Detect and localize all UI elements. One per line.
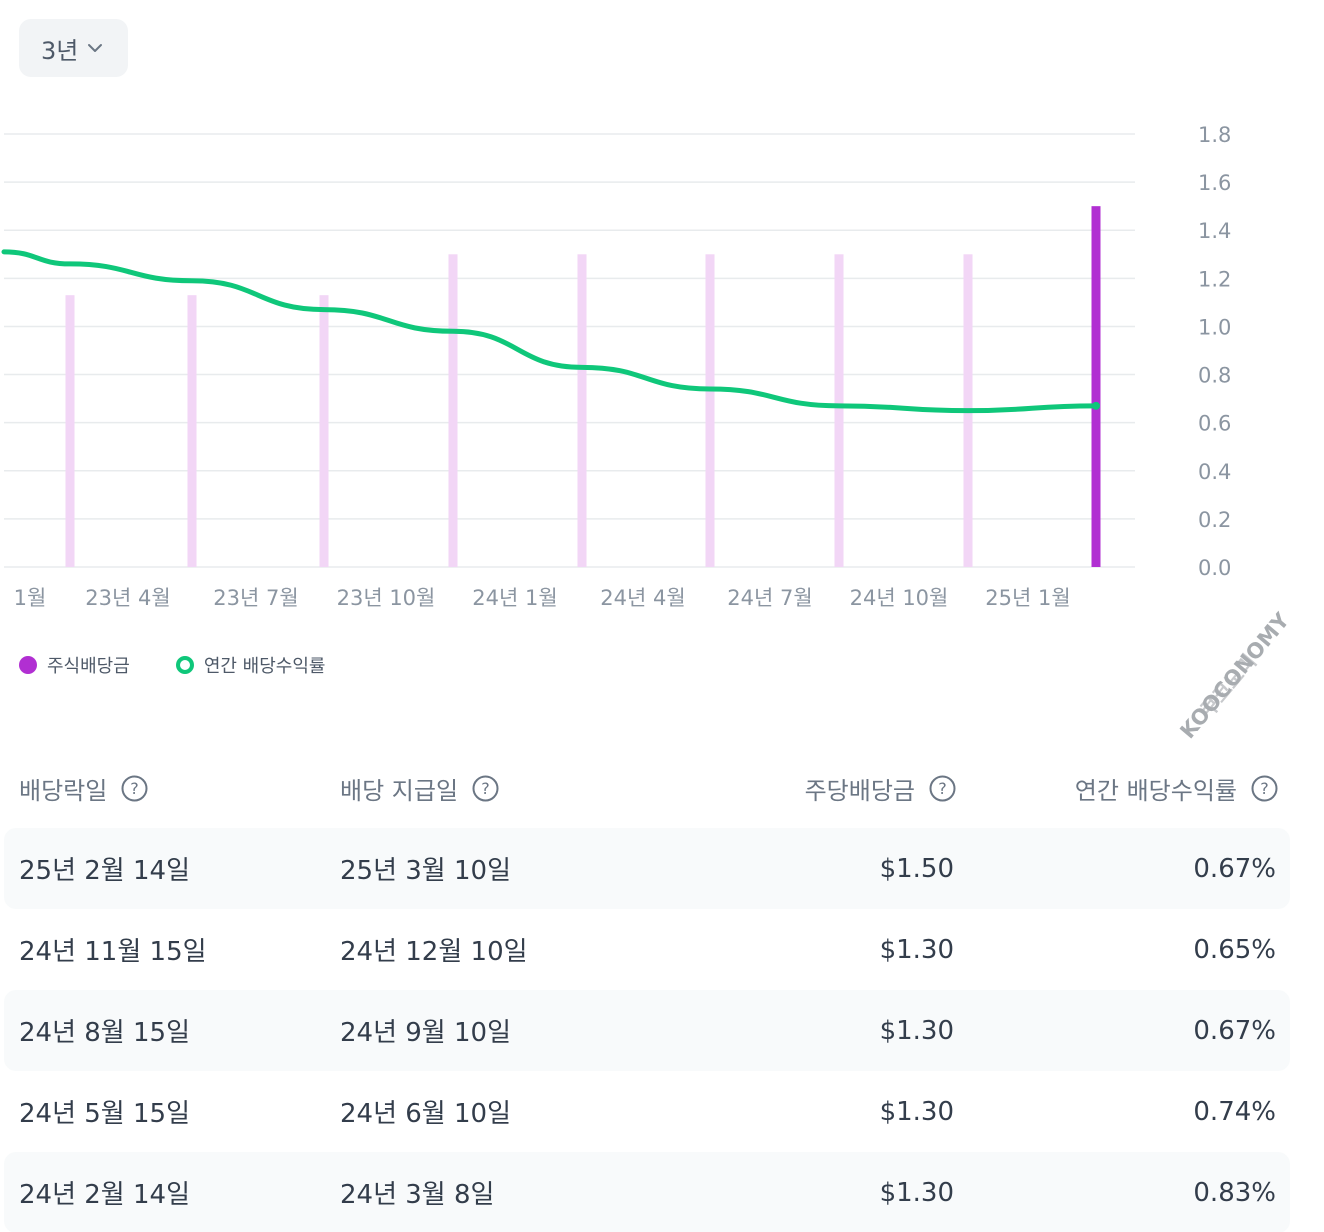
table-row[interactable]: 24년 8월 15일 24년 9월 10일 $1.30 0.67% <box>4 990 1290 1071</box>
x-tick-label: 23년 7월 <box>213 586 298 610</box>
header-amount-label: 주당배당금 <box>804 776 915 805</box>
table-row[interactable]: 24년 2월 14일 24년 3월 8일 $1.30 0.83% <box>4 1152 1290 1232</box>
help-icon[interactable]: ? <box>472 775 499 802</box>
cell-yield: 0.67% <box>1193 1015 1276 1046</box>
watermark-logo: 쿠코노미 KOOCONOMY <box>1175 608 1294 743</box>
dividend-bars <box>65 206 1101 567</box>
yield-line-end-dot <box>1092 401 1100 410</box>
header-pay-date: 배당 지급일 ? <box>340 760 499 816</box>
x-tick-label: 23년 10월 <box>337 586 436 610</box>
y-tick-label: 1.4 <box>1198 219 1231 243</box>
dividend-bar <box>705 254 715 567</box>
legend-item-yield[interactable]: 연간 배당수익률 <box>175 652 326 678</box>
cell-amount: $1.30 <box>879 934 954 965</box>
yield-line <box>1 249 1099 414</box>
dividend-chart: 1.8 1.6 1.4 1.2 1.0 0.8 0.6 0.4 0.2 0.0 1월 23년 4월 2… <box>1 123 1231 610</box>
cell-amount: $1.30 <box>879 1015 954 1046</box>
watermark-line2: KOOCONOMY <box>1175 608 1294 743</box>
period-label: 3년 <box>41 36 79 65</box>
x-tick-label: 24년 7월 <box>727 586 812 610</box>
dividend-bar <box>834 254 844 567</box>
cell-pay-date: 24년 12월 10일 <box>340 937 528 967</box>
period-dropdown[interactable]: 3년 <box>19 19 128 77</box>
x-tick-label: 24년 4월 <box>600 586 685 610</box>
help-icon[interactable]: ? <box>121 775 148 802</box>
cell-ex-date: 25년 2월 14일 <box>19 856 190 886</box>
x-tick-label: 1월 <box>14 586 47 610</box>
help-icon[interactable]: ? <box>929 775 956 802</box>
y-tick-label: 0.6 <box>1198 412 1231 436</box>
cell-amount: $1.50 <box>879 853 954 884</box>
cell-ex-date: 24년 8월 15일 <box>19 1018 190 1048</box>
cell-yield: 0.74% <box>1193 1096 1276 1127</box>
header-pay-date-label: 배당 지급일 <box>340 776 459 805</box>
dividend-bar <box>65 295 75 567</box>
cell-yield: 0.83% <box>1193 1177 1276 1208</box>
legend-dot-yield <box>175 656 194 674</box>
chevron-down-icon <box>88 44 103 52</box>
table-header: 배당락일 ? 배당 지급일 ? 주당배당금 ? 연간 배당수익률 ? <box>0 760 1324 816</box>
x-tick-label: 25년 1월 <box>985 586 1070 610</box>
table-row[interactable]: 24년 5월 15일 24년 6월 10일 $1.30 0.74% <box>4 1071 1290 1152</box>
x-tick-label: 24년 10월 <box>850 586 949 610</box>
header-amount: 주당배당금 ? <box>805 760 956 816</box>
y-tick-label: 1.6 <box>1198 171 1231 195</box>
y-tick-label: 0.4 <box>1198 460 1231 484</box>
cell-pay-date: 24년 3월 8일 <box>340 1180 495 1210</box>
cell-pay-date: 25년 3월 10일 <box>340 856 511 886</box>
y-tick-label: 1.8 <box>1198 123 1231 147</box>
help-icon[interactable]: ? <box>1251 775 1278 802</box>
watermark-line1: 쿠코노미 <box>1195 649 1261 721</box>
y-tick-label: 0.0 <box>1198 556 1231 580</box>
dividend-bar <box>448 254 458 567</box>
table-row[interactable]: 24년 11월 15일 24년 12월 10일 $1.30 0.65% <box>4 909 1290 990</box>
cell-amount: $1.30 <box>879 1096 954 1127</box>
y-tick-label: 0.8 <box>1198 364 1231 388</box>
cell-yield: 0.67% <box>1193 853 1276 884</box>
legend-item-dividend[interactable]: 주식배당금 <box>19 652 130 678</box>
dividend-bar <box>319 295 329 567</box>
legend-label-yield: 연간 배당수익률 <box>203 656 326 677</box>
x-tick-label: 23년 4월 <box>85 586 170 610</box>
header-yield: 연간 배당수익률 ? <box>1075 760 1278 816</box>
cell-yield: 0.65% <box>1193 934 1276 965</box>
header-yield-label: 연간 배당수익률 <box>1074 776 1237 805</box>
y-tick-label: 1.0 <box>1198 315 1231 339</box>
header-ex-date-label: 배당락일 <box>19 776 108 805</box>
y-axis-ticks: 1.8 1.6 1.4 1.2 1.0 0.8 0.6 0.4 0.2 0.0 <box>1198 123 1231 580</box>
y-tick-label: 1.2 <box>1198 267 1231 291</box>
dividend-table: 25년 2월 14일 25년 3월 10일 $1.50 0.67% 24년 11… <box>4 828 1290 1232</box>
dividend-bar <box>187 295 197 567</box>
chart-legend: 주식배당금 연간 배당수익률 <box>19 652 371 678</box>
cell-pay-date: 24년 6월 10일 <box>340 1099 511 1129</box>
cell-amount: $1.30 <box>879 1177 954 1208</box>
cell-ex-date: 24년 2월 14일 <box>19 1180 190 1210</box>
x-tick-label: 24년 1월 <box>472 586 557 610</box>
y-tick-label: 0.2 <box>1198 508 1231 532</box>
dividend-bar <box>577 254 587 567</box>
cell-ex-date: 24년 11월 15일 <box>19 937 207 967</box>
svg-text:?: ? <box>938 779 947 798</box>
svg-text:?: ? <box>481 779 490 798</box>
legend-label-dividend: 주식배당금 <box>47 656 130 677</box>
svg-text:?: ? <box>131 779 140 798</box>
legend-dot-dividend <box>19 656 37 674</box>
header-ex-date: 배당락일 ? <box>19 760 148 816</box>
table-row[interactable]: 25년 2월 14일 25년 3월 10일 $1.50 0.67% <box>4 828 1290 909</box>
cell-pay-date: 24년 9월 10일 <box>340 1018 511 1048</box>
cell-ex-date: 24년 5월 15일 <box>19 1099 190 1129</box>
dividend-bar-highlight <box>1091 206 1101 567</box>
x-axis-ticks: 1월 23년 4월 23년 7월 23년 10월 24년 1월 24년 4월 24년 7월 2… <box>14 586 1071 610</box>
svg-text:?: ? <box>1260 779 1269 798</box>
